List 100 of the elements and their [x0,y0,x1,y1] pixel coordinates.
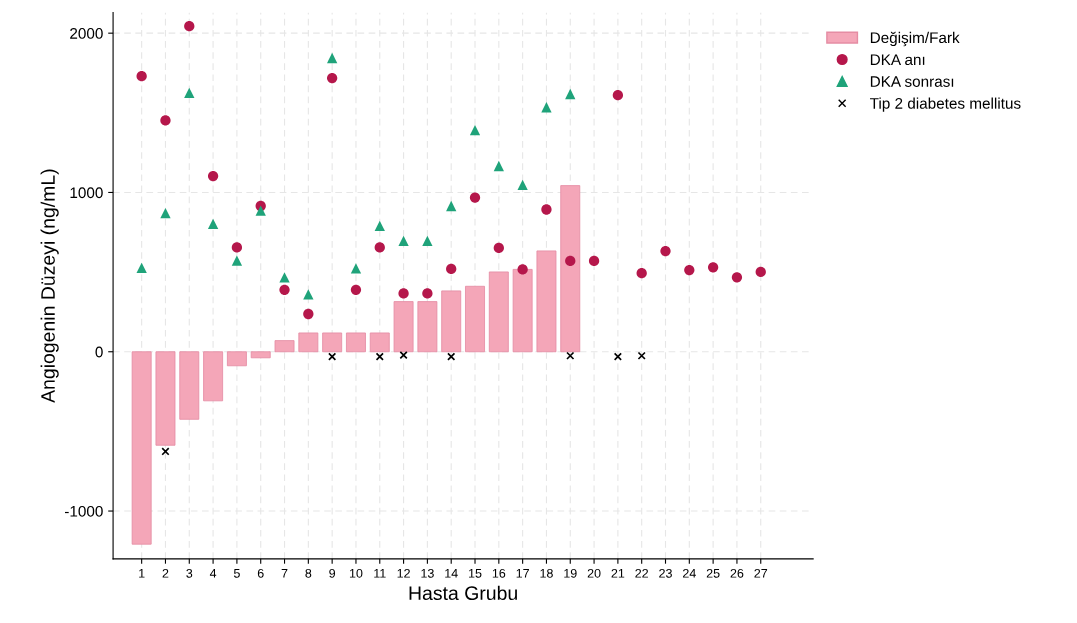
point [207,170,219,182]
point [469,125,481,136]
x-tick-label: 2 [162,568,169,578]
bar [179,351,200,420]
point [161,447,170,456]
x-tick-label: 5 [233,569,240,578]
point [469,192,481,203]
y-axis-title: Angiogenin Düzeyi (ng/mL) [40,169,59,403]
x-tick-label: 19 [564,568,577,578]
point [350,263,362,274]
y-tick-label: 0 [95,346,103,358]
x-tick-label: 23 [659,568,672,578]
x-tick-label: 21 [611,568,625,578]
legend-label: Tip 2 diabetes mellitus [870,97,1021,112]
point [231,255,243,266]
point [447,352,456,361]
x-tick-label: 26 [730,568,744,578]
bar [417,301,438,353]
point [565,255,576,267]
x-tick-label: 8 [305,568,312,578]
point [303,308,314,320]
point [660,245,671,257]
point [279,272,290,283]
bar [393,301,414,353]
bar [346,332,366,353]
point [637,351,646,360]
point [374,220,385,232]
point [707,262,719,273]
bar [131,351,152,545]
x-tick-label: 18 [540,568,553,578]
point [231,242,243,253]
x-tick-label: 9 [329,568,336,578]
point [731,272,743,283]
x-tick-label: 1 [139,569,145,578]
point [327,52,338,64]
x-tick-label: 14 [445,569,458,578]
point [255,205,266,216]
point [184,87,195,99]
point [399,351,408,360]
x-tick-label: 11 [374,569,386,578]
bar [274,340,295,353]
bar [488,271,509,353]
x-tick-label: 6 [257,568,264,578]
x-axis-title: Hasta Grubu [409,585,517,601]
y-tick-label: -1000 [64,505,103,517]
point [612,89,624,101]
bar [203,351,224,402]
x-tick-label: 3 [186,568,193,578]
point [207,218,219,229]
legend-label: Değişim/Fark [870,31,960,47]
point [517,264,528,275]
x-tick-label: 12 [397,568,410,578]
point [636,268,647,279]
point [303,289,314,300]
point [398,235,409,247]
point [565,88,576,100]
x-tick-label: 16 [492,568,506,578]
bar [298,332,319,353]
legend-label: DKA anı [870,54,925,66]
point [350,284,362,295]
x-tick-label: 15 [469,569,482,578]
x-tick-label: 24 [682,568,696,578]
point [374,242,385,253]
x-tick-label: 13 [421,568,434,578]
point [184,21,195,32]
point [446,200,457,212]
point [566,351,575,360]
y-tick-label: 2000 [70,28,103,39]
legend-label: DKA sonrası [870,76,954,87]
bar [369,332,390,353]
point [541,102,552,113]
bar [322,332,343,353]
y-tick-label: 1000 [70,187,103,199]
point [446,263,457,275]
point [517,179,528,191]
point [327,72,338,84]
point [160,208,171,219]
x-tick-label: 4 [209,569,217,578]
point [279,284,290,295]
x-tick-label: 7 [281,569,288,578]
point [613,352,622,361]
bar [155,351,176,446]
point [755,266,766,278]
bar [512,268,533,353]
bar [226,351,247,367]
point [136,262,147,273]
point [684,264,695,276]
point [160,115,171,126]
bar [560,185,581,353]
point [493,242,504,254]
point [541,204,552,215]
point [588,255,600,267]
point [493,160,504,172]
point [328,352,337,361]
point [375,352,384,361]
bar [536,250,557,353]
bar [250,351,271,359]
point [422,235,433,247]
x-tick-label: 22 [635,568,649,578]
point [398,288,409,299]
